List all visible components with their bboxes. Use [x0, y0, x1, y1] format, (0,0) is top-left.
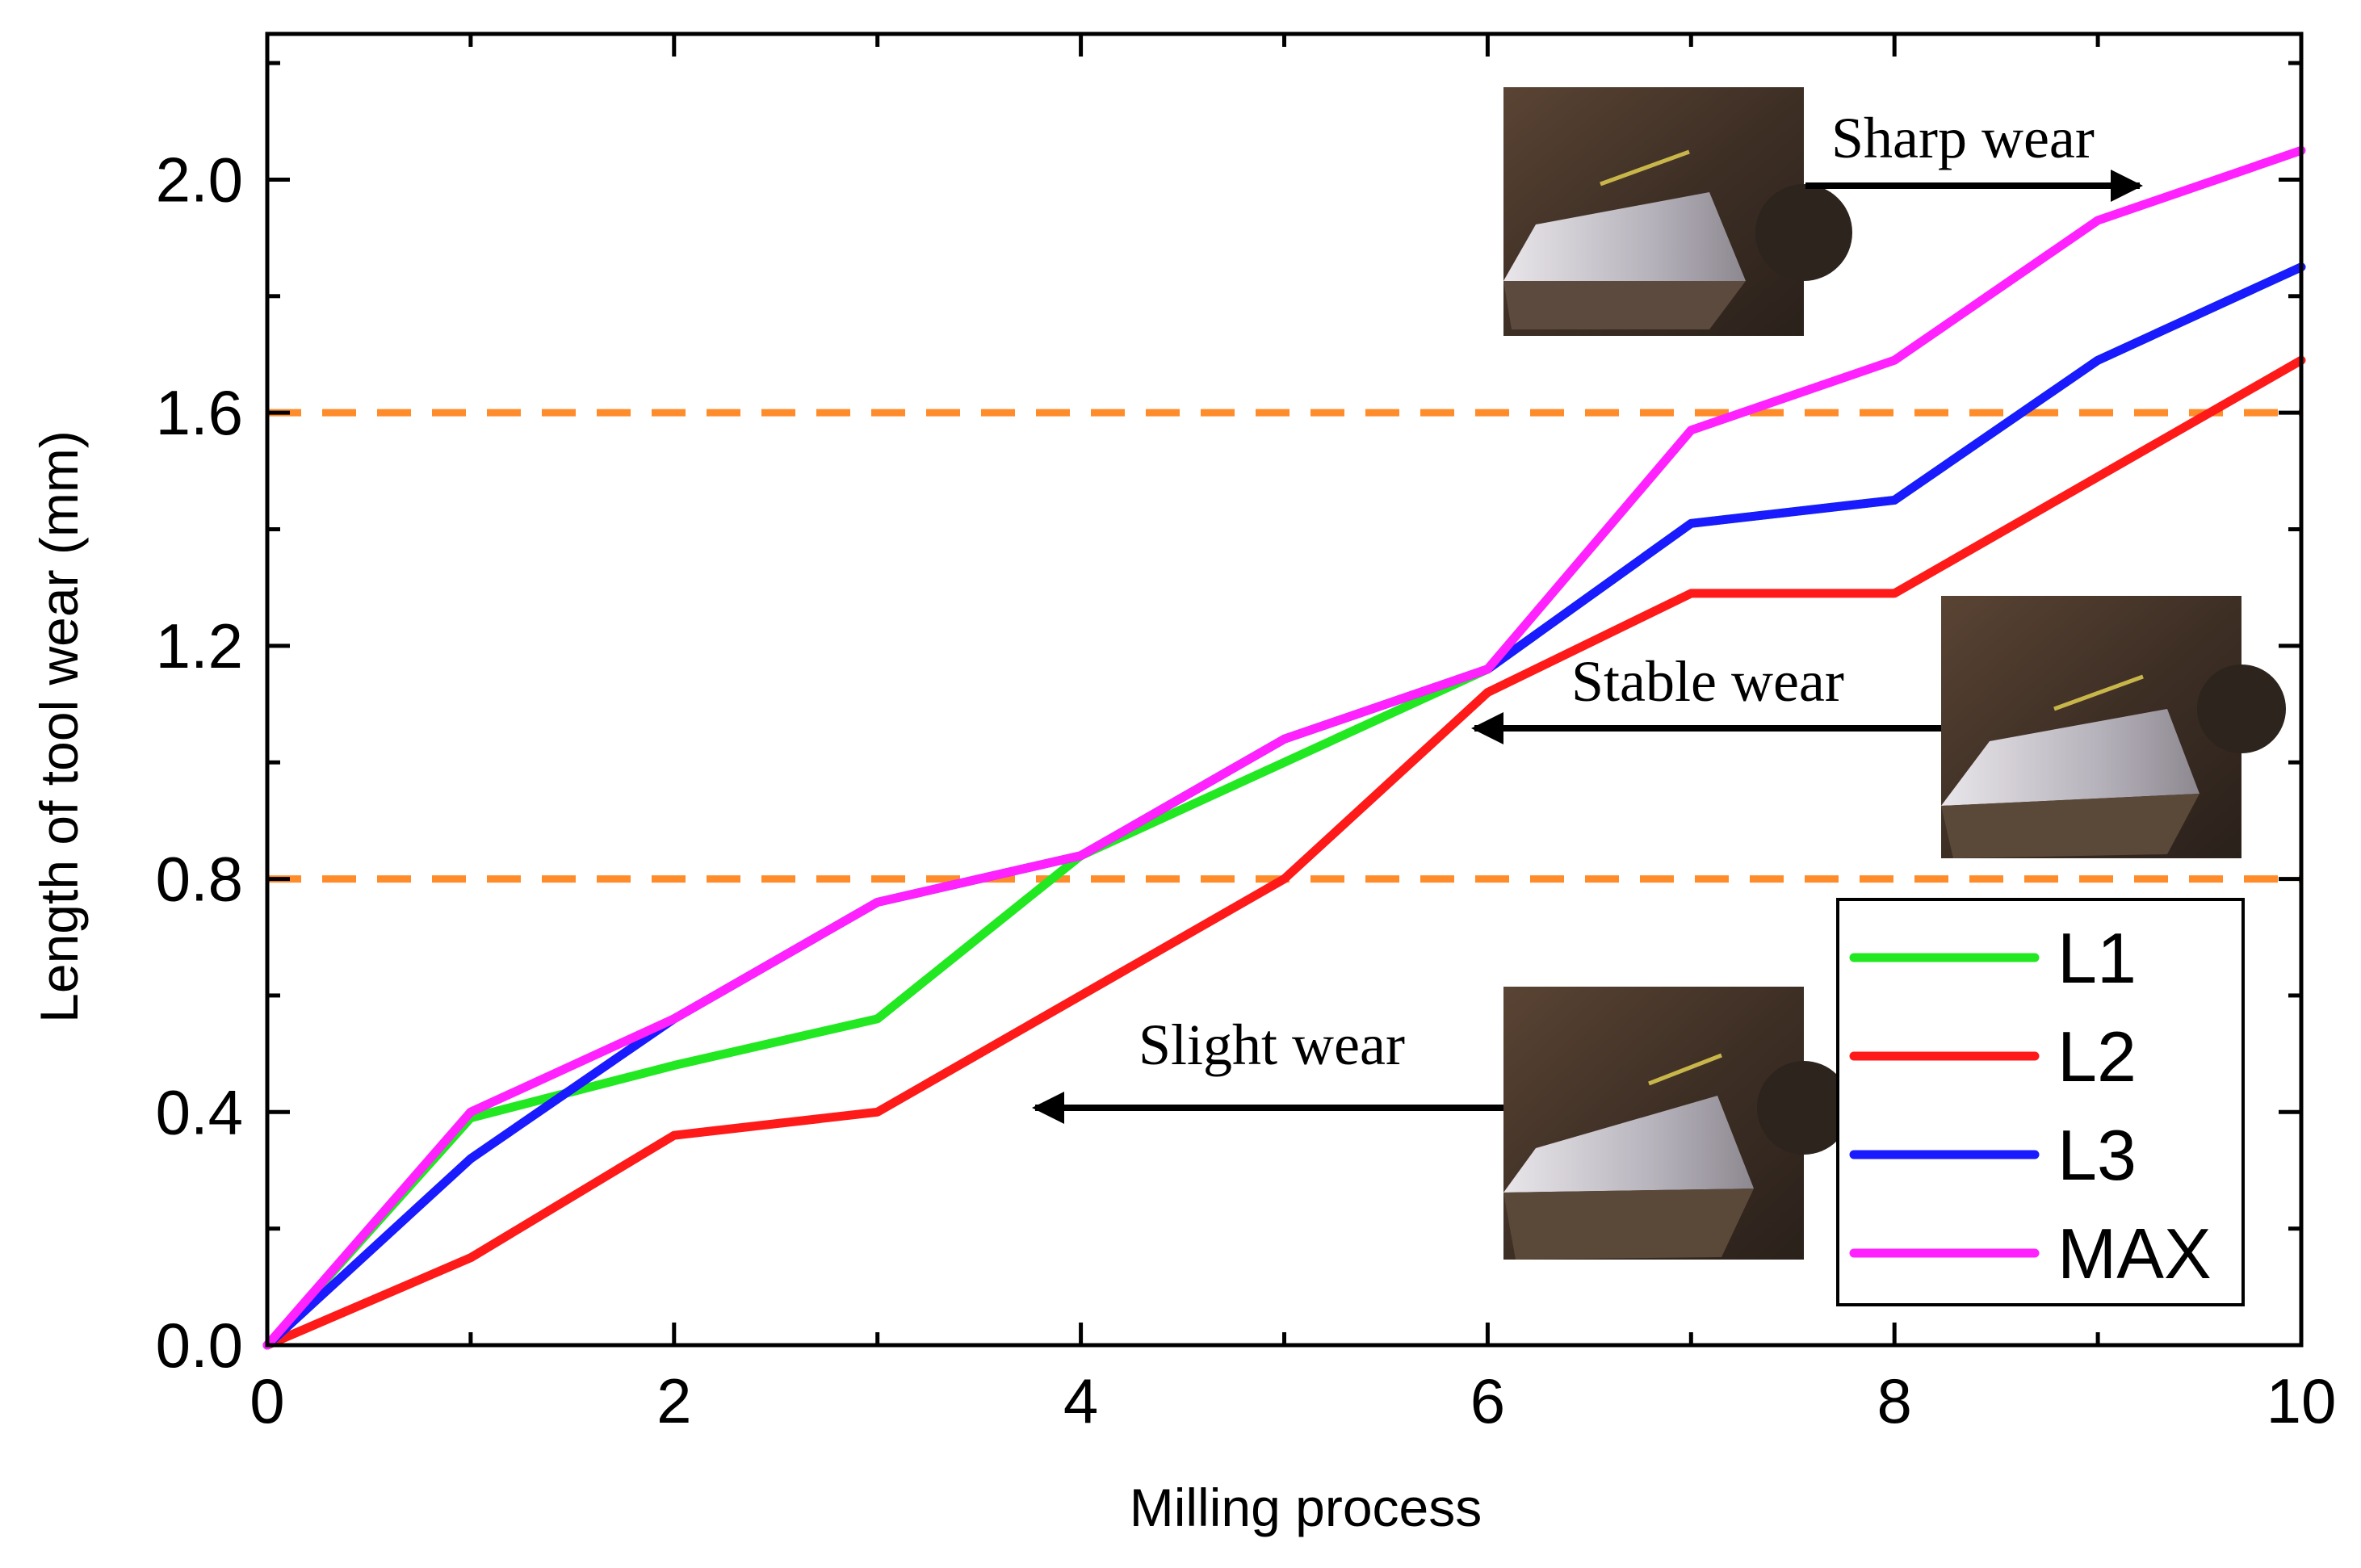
- x-tick-label: 4: [1063, 1365, 1098, 1436]
- annotation-stable-wear-label: Stable wear: [1571, 649, 1844, 714]
- series-lines: [262, 145, 2306, 1350]
- legend-label-l2: L2: [2057, 1017, 2137, 1096]
- annotation-sharp-wear: Sharp wear: [1805, 106, 2143, 202]
- legend-label-max: MAX: [2057, 1214, 2212, 1293]
- y-tick-label: 0.0: [156, 1310, 243, 1381]
- series-line-max: [262, 145, 2306, 1350]
- annotation-slight-wear-label: Slight wear: [1139, 1012, 1405, 1077]
- y-tick-label: 0.4: [156, 1076, 243, 1147]
- y-tick-label: 2.0: [156, 144, 243, 215]
- x-tick-label: 6: [1470, 1365, 1505, 1436]
- y-tick-label: 1.6: [156, 377, 243, 448]
- series-line-l2: [262, 355, 2306, 1350]
- legend-box: [1836, 898, 2245, 1306]
- x-tick-label: 10: [2267, 1365, 2337, 1436]
- legend: L1 L2 L3 MAX: [1836, 898, 2245, 1306]
- x-tick-label: 2: [656, 1365, 691, 1436]
- annotation-sharp-wear-label: Sharp wear: [1831, 106, 2095, 170]
- x-axis-title: Milling process: [1130, 1478, 1482, 1537]
- x-tick-label: 8: [1877, 1365, 1912, 1436]
- slight-wear-photo: [1503, 987, 1851, 1260]
- y-axis-title: Length of tool wear (mm): [29, 430, 89, 1023]
- annotation-stable-wear: Stable wear: [1471, 649, 1941, 744]
- sharp-wear-photo: [1503, 87, 1852, 336]
- x-tick-label: 0: [250, 1365, 284, 1436]
- legend-label-l3: L3: [2057, 1115, 2137, 1195]
- annotation-slight-wear: Slight wear: [1032, 1012, 1503, 1124]
- legend-label-l1: L1: [2057, 918, 2137, 998]
- stable-wear-photo: [1941, 596, 2286, 858]
- axes: 0 2 4 6 8 10 0.0 0.4 0.8 1.2 1.6 2.0: [156, 31, 2337, 1436]
- y-tick-label: 0.8: [156, 844, 243, 915]
- y-tick-label: 1.2: [156, 610, 243, 681]
